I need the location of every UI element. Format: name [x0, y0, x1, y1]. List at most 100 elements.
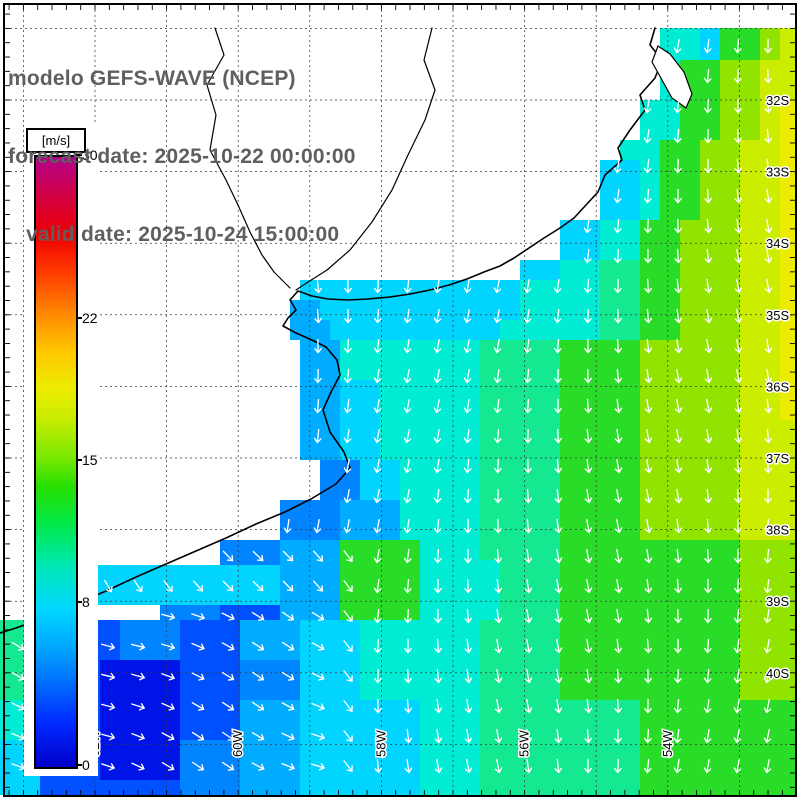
wind-arrow — [704, 578, 712, 594]
wind-arrow — [554, 368, 562, 384]
wind-arrow — [464, 668, 473, 684]
wind-arrow — [433, 338, 442, 354]
wind-arrow — [282, 550, 294, 562]
field-cell — [420, 700, 480, 740]
wind-arrow — [614, 368, 623, 384]
wind-arrow — [644, 308, 653, 324]
wind-arrow — [314, 368, 322, 384]
wind-arrow — [614, 278, 622, 294]
wind-arrow — [554, 698, 563, 714]
wind-arrow — [764, 278, 773, 294]
field-cell — [740, 280, 780, 300]
wind-arrow — [312, 580, 324, 592]
wind-arrow — [343, 550, 353, 562]
wind-arrow — [704, 548, 713, 564]
wind-arrow — [614, 428, 623, 444]
field-cell — [700, 140, 740, 180]
wind-arrow — [764, 188, 773, 204]
wind-arrow — [734, 158, 743, 174]
field-cell — [640, 320, 680, 340]
wind-arrow — [764, 68, 772, 84]
wind-arrow — [403, 308, 412, 324]
wind-arrow — [343, 338, 352, 354]
wind-arrow — [764, 458, 772, 474]
wind-arrow — [763, 758, 772, 774]
wind-arrow — [314, 278, 323, 294]
wave-direction-arrows-layer — [11, 38, 773, 774]
wind-arrow — [703, 698, 712, 714]
wind-arrow — [524, 668, 533, 684]
wind-arrow — [703, 638, 712, 654]
wind-arrow — [584, 668, 593, 684]
wind-arrow — [344, 308, 352, 324]
wind-arrow — [161, 761, 175, 771]
wind-arrow — [674, 638, 682, 654]
field-cell — [640, 300, 680, 320]
wind-arrow — [584, 488, 593, 504]
wind-arrow — [614, 488, 623, 504]
field-cell — [380, 420, 480, 460]
wind-arrow — [191, 702, 205, 711]
wind-arrow — [583, 278, 592, 294]
wind-arrow — [733, 698, 742, 714]
wind-arrow — [704, 188, 713, 204]
wind-arrow — [403, 488, 412, 504]
wind-arrow — [524, 488, 533, 504]
wind-arrow — [493, 338, 502, 354]
wind-arrow — [764, 338, 773, 354]
wind-arrow — [221, 612, 235, 621]
wind-arrow — [493, 398, 502, 414]
wind-arrow — [314, 308, 323, 324]
legend-tick-mark — [76, 154, 82, 156]
wind-arrow — [524, 638, 533, 654]
wind-arrow — [373, 458, 382, 474]
wind-arrow — [553, 308, 562, 324]
wind-arrow — [464, 638, 473, 654]
wind-arrow — [703, 728, 712, 744]
wave-field-layer — [0, 28, 795, 795]
wind-arrow — [434, 728, 443, 744]
forecast-date: forecast date: 2025-10-22 00:00:00 — [8, 145, 356, 168]
wind-arrow — [704, 458, 713, 474]
wind-arrow — [434, 698, 443, 714]
wind-arrow — [343, 730, 353, 742]
wind-arrow — [463, 488, 472, 504]
lat-label: 38S — [766, 523, 789, 538]
wind-arrow — [524, 428, 532, 444]
wind-arrow — [433, 428, 442, 444]
wind-arrow — [403, 428, 412, 444]
wind-arrow — [464, 518, 472, 534]
uruguay-river-line — [295, 27, 436, 291]
field-cell — [340, 500, 400, 540]
model-title: modelo GEFS-WAVE (NCEP) — [8, 67, 296, 90]
wind-arrow — [131, 762, 145, 771]
wind-arrow — [614, 338, 623, 354]
wind-arrow — [221, 671, 235, 681]
field-cell — [480, 380, 560, 420]
wind-arrow — [403, 338, 412, 354]
field-cell — [680, 220, 740, 260]
legend-tick-label: 0 — [82, 757, 90, 773]
wind-arrow — [674, 428, 683, 444]
lat-label: 40S — [766, 666, 789, 681]
wind-arrow — [433, 518, 442, 534]
parana-river-line — [206, 27, 291, 289]
wind-arrow — [433, 308, 442, 324]
field-cell — [740, 260, 780, 280]
wind-arrow — [281, 671, 295, 681]
wind-arrow — [463, 458, 472, 474]
wind-arrow — [343, 428, 352, 444]
wind-arrow — [734, 458, 743, 474]
wind-arrow — [463, 428, 472, 444]
wind-arrow — [463, 278, 472, 294]
wind-arrow — [221, 642, 235, 651]
wind-arrow — [614, 758, 622, 774]
wind-arrow — [251, 671, 265, 681]
field-cell — [80, 565, 280, 605]
coastline — [0, 27, 663, 634]
wind-arrow — [554, 608, 563, 624]
wind-arrow — [523, 398, 532, 414]
field-cell — [640, 100, 680, 140]
wind-arrow — [584, 758, 592, 774]
wind-arrow — [613, 248, 622, 264]
